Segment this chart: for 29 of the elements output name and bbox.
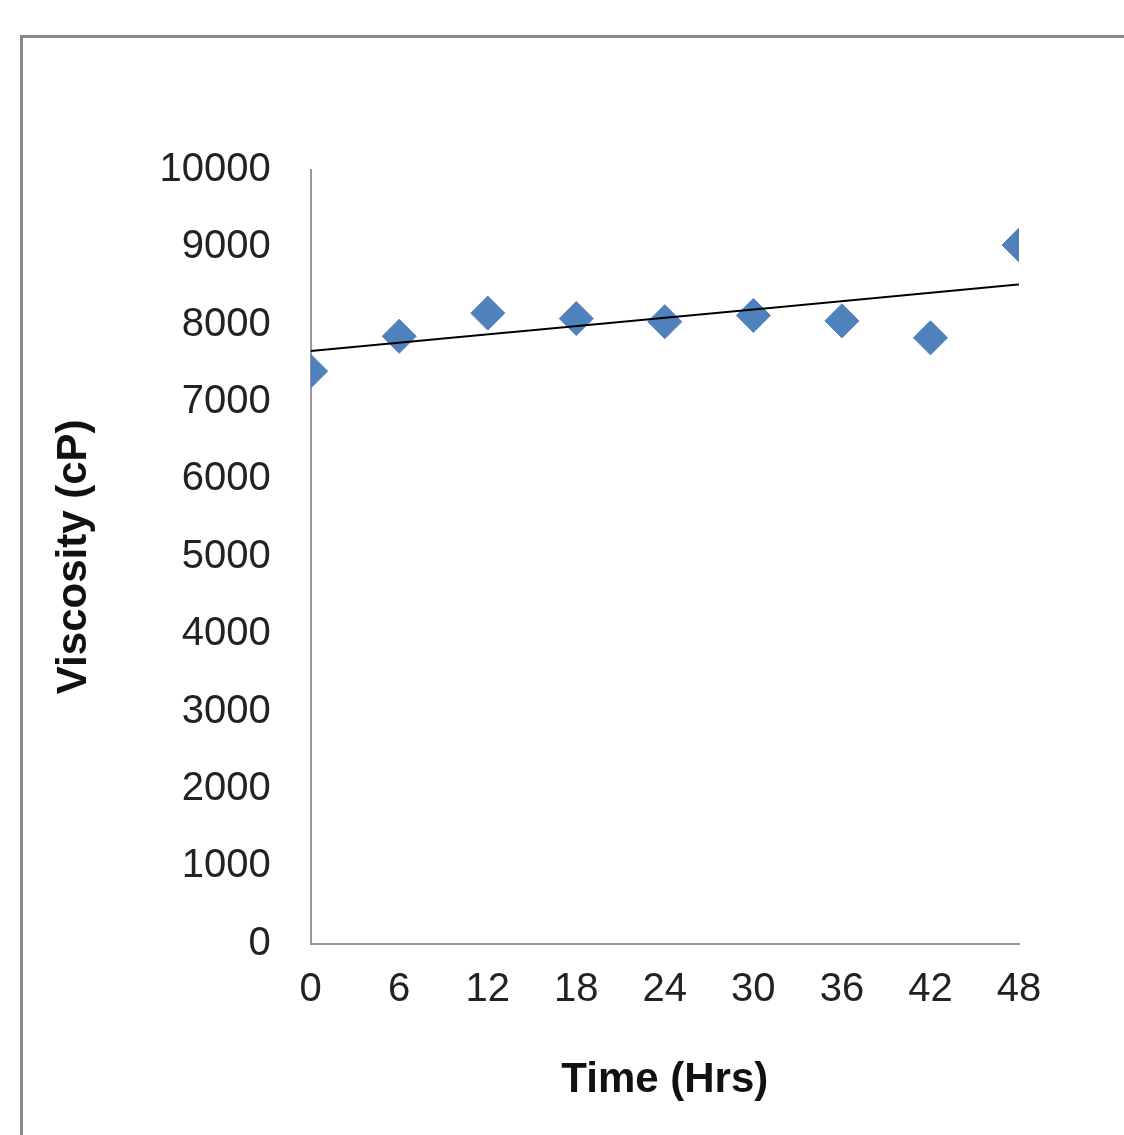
point	[735, 297, 771, 333]
point	[470, 295, 506, 331]
y-tick-label: 5000	[181, 531, 271, 576]
x-tick-label: 42	[908, 964, 953, 1009]
y-tick-label: 1000	[181, 841, 271, 886]
y-tick-label: 10000	[159, 145, 271, 190]
point	[912, 320, 948, 356]
x-axis-title: Time (Hrs)	[561, 1054, 769, 1102]
point	[824, 303, 860, 339]
x-tick-label: 48	[996, 964, 1042, 1009]
point	[558, 301, 594, 337]
y-tick-label: 4000	[181, 609, 271, 654]
y-tick-label: 2000	[181, 763, 271, 808]
point	[381, 318, 417, 354]
x-tick-label: 12	[465, 964, 510, 1009]
x-tick-label: 18	[554, 964, 599, 1009]
y-tick-label: 6000	[181, 454, 271, 499]
point	[647, 304, 683, 340]
y-tick-label: 7000	[181, 377, 271, 422]
x-tick-label: 24	[642, 964, 688, 1009]
x-tick-label: 36	[819, 964, 865, 1009]
x-tick-label: 0	[299, 964, 322, 1009]
x-tick-label: 30	[731, 964, 776, 1009]
y-tick-label: 8000	[181, 299, 271, 344]
y-tick-label: 9000	[181, 222, 271, 267]
y-tick-label: 0	[248, 918, 271, 963]
y-axis-title: Viscosity (cP)	[47, 419, 95, 695]
x-tick-label: 6	[388, 964, 411, 1009]
y-tick-label: 3000	[181, 686, 271, 731]
